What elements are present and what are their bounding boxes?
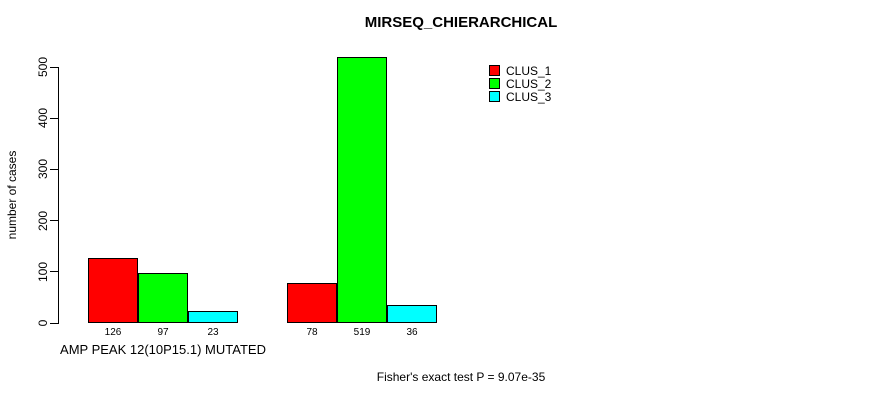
y-tick-mark xyxy=(50,322,58,324)
y-tick-label: 200 xyxy=(36,210,50,231)
legend-row: CLUS_2 xyxy=(489,76,552,91)
y-axis-line xyxy=(58,67,59,324)
y-tick-mark xyxy=(50,271,58,273)
legend-label: CLUS_1 xyxy=(506,63,552,78)
legend-row: CLUS_3 xyxy=(489,89,552,104)
legend-swatch-icon xyxy=(489,65,500,76)
legend-swatch-icon xyxy=(489,91,500,102)
y-tick-label: 0 xyxy=(36,319,50,327)
bar-clus_2-group1 xyxy=(138,273,188,323)
bar-clus_3-group1 xyxy=(188,311,238,323)
y-tick-label: 300 xyxy=(36,159,50,180)
bar-value-label: 126 xyxy=(104,327,122,338)
y-axis-title: number of cases xyxy=(5,150,19,240)
bar-value-label: 519 xyxy=(353,327,371,338)
x-group-label: AMP PEAK 12(10P15.1) MUTATED xyxy=(60,342,266,357)
y-tick-label: 500 xyxy=(36,56,50,78)
y-tick-mark xyxy=(50,168,58,170)
legend: CLUS_1 CLUS_2 CLUS_3 xyxy=(489,63,552,104)
bar-clus_3-group2 xyxy=(387,305,437,323)
bar-value-label: 78 xyxy=(306,327,318,338)
legend-swatch-icon xyxy=(489,78,500,89)
y-tick-label: 100 xyxy=(36,261,50,282)
bar-value-label: 36 xyxy=(406,327,418,338)
chart-title: MIRSEQ_CHIERARCHICAL xyxy=(364,14,558,31)
y-tick-mark xyxy=(50,220,58,222)
bar-clus_1-group1 xyxy=(88,258,138,323)
y-tick-label: 400 xyxy=(36,108,50,129)
legend-row: CLUS_1 xyxy=(489,63,552,78)
legend-label: CLUS_2 xyxy=(506,76,552,91)
bar-value-label: 97 xyxy=(157,327,169,338)
bar-clus_2-group2 xyxy=(337,57,387,323)
fisher-test-annotation: Fisher's exact test P = 9.07e-35 xyxy=(376,370,546,384)
bar-clus_1-group2 xyxy=(287,283,337,323)
bar-value-label: 23 xyxy=(207,327,219,338)
y-tick-mark xyxy=(50,66,58,68)
legend-label: CLUS_3 xyxy=(506,89,552,104)
y-tick-mark xyxy=(50,117,58,119)
